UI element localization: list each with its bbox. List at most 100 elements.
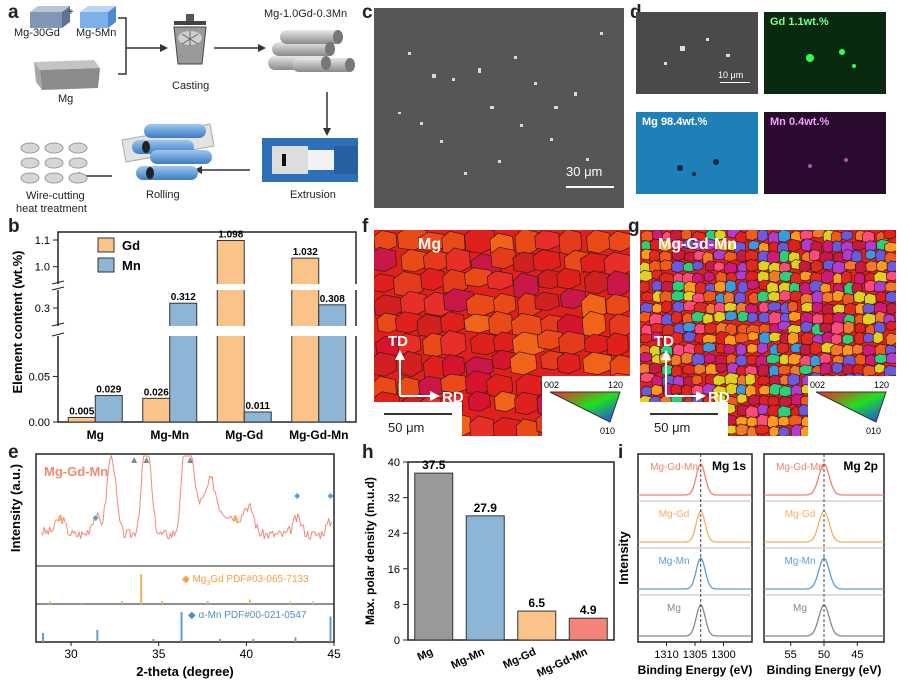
eds-mn-label: Mn 0.4wt.% [770,116,830,128]
panel-label-h: h [362,442,374,463]
ebsd-grain [714,230,727,241]
i-xps-curve [764,557,884,590]
ebsd-grain [840,230,854,241]
label-wire-cutting: Wire-cutting [26,190,85,202]
e-x-tick-label: 35 [152,647,166,661]
ebsd-grain [650,384,663,396]
e-x-tick-label: 30 [64,647,78,661]
ebsd-grain [608,230,630,252]
ebsd-grain [885,332,896,346]
ebsd-grain [885,291,896,303]
ebsd-grain [787,331,800,345]
b-bar-label: 0.005 [69,406,94,417]
ebsd-grain [876,260,888,272]
ebsd-grain [777,230,791,243]
ebsd-grain [691,352,705,367]
ebsd-grain [747,311,758,324]
ebsd-grain [746,425,758,436]
h-plot-frame [407,461,615,641]
ebsd-grain [852,240,867,251]
ipf-002-label: 002 [810,380,825,390]
e-sample-label: Mg-Gd-Mn [44,464,108,479]
b-bar-label: 0.312 [171,292,196,303]
b-bar-label: 0.029 [96,385,121,396]
e-peak-marker [187,457,194,463]
ipf-triangle [815,391,887,423]
e-plot-frame [35,453,335,643]
ebsd-grain [532,249,561,273]
ebsd-grain [723,301,738,313]
label-rolling: Rolling [146,189,180,201]
sample-discs [20,142,88,184]
label-heat-treatment: heat treatment [16,203,87,215]
ebsd-grain [811,301,824,314]
mg-ingot [34,60,100,90]
ebsd-grain [852,343,864,355]
e-ref2-label: ◆ α-Mn PDF#00-021-0547 [188,610,307,621]
ebsd-grain [861,312,877,326]
b-bar-gd [291,257,320,423]
i-x-tick-label: 1300 [711,649,735,661]
ebsd-grain [737,310,750,323]
b-break-mark [51,332,65,337]
i-series-label: Mg-Gd [785,509,816,520]
ebsd-grain [671,280,686,292]
ebsd-grain [703,271,715,282]
b-x-tick-label: Mg-Gd-Mn [289,428,348,442]
ebsd-grain [659,250,672,263]
b-bar-mn [318,304,347,423]
eds-mn-map: Mn 0.4wt.% [764,112,886,194]
i-series-label: Mg-Mn [784,556,815,567]
b-bar-label: 0.308 [320,294,345,305]
mg-5mn-ingot [80,6,116,28]
ebsd-grain [788,311,802,322]
ebsd-grain [799,230,814,241]
ipf-010-label: 010 [600,426,615,436]
i-xps-curve [638,557,752,590]
ebsd-grain [862,303,876,314]
ebsd-td-arrow [661,350,671,360]
ebsd-grain [671,260,686,273]
ebsd-grain [819,322,833,333]
ebsd-grain [841,270,852,285]
e-peak-marker [294,493,301,499]
i-x-tick-label: 50 [818,649,830,661]
ebsd-grain [744,372,756,386]
ebsd-grain [755,424,770,435]
ebsd-grain [704,238,716,251]
ebsd-grain [670,290,686,302]
ebsd-grain [640,280,650,293]
b-axis-break [52,284,362,290]
ebsd-grain [580,293,607,320]
h-x-tick-label: Mg-Mn [449,646,486,672]
i-series-label: Mg [667,603,681,614]
e-xrd-pattern [40,454,332,540]
b-bar-label: 0.026 [144,387,169,398]
b-bar-label: 1.098 [218,230,243,241]
ebsd-grain [789,290,803,302]
ebsd-grain [724,310,738,322]
e-y-axis-label: Intensity (a.u.) [8,464,23,552]
panel-label-e: e [8,442,19,463]
sem-scale-bar [566,186,614,188]
ebsd-grain [873,321,886,335]
eds-gd-label: Gd 1.1wt.% [770,16,829,28]
ebsd-grain [703,353,717,364]
i-x-axis-label: Binding Energy (eV) [767,663,882,677]
b-x-tick-label: Mg [87,428,104,442]
ebsd-grain [606,332,630,357]
ebsd-map-mg: 50 μm TD RD 002 120 010 [374,230,630,436]
b-x-tick-label: Mg-Gd [225,428,263,442]
ebsd-grain [884,344,896,355]
ebsd-grain [515,418,540,436]
h-y-tick-label: 0 [394,635,400,647]
ebsd-grain [441,354,466,379]
ebsd-grain [819,352,832,365]
ebsd-grain [778,395,793,408]
h-y-tick-label: 32 [388,493,400,505]
ebsd-grain [683,331,697,343]
ebsd-scale-label: 50 μm [388,420,424,435]
ebsd-grain [757,363,770,378]
ebsd-grain [886,260,896,273]
